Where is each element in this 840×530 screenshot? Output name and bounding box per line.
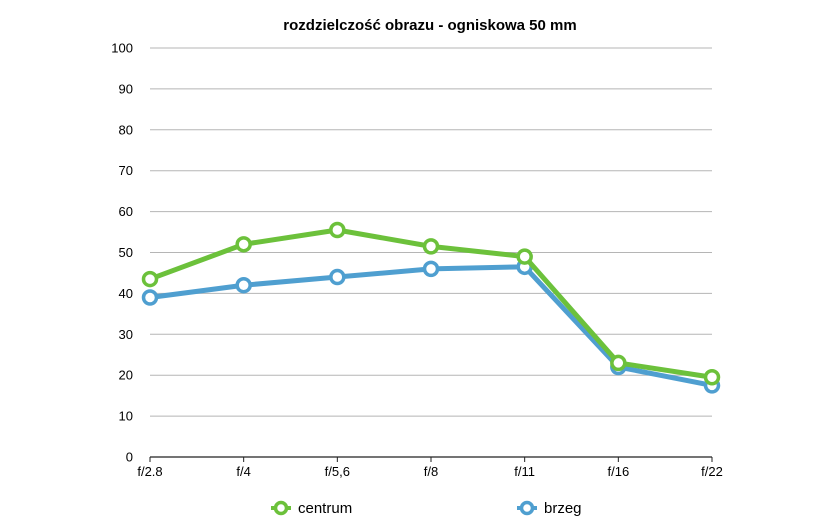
x-tick-label: f/4 (236, 464, 250, 479)
legend-item-brzeg: brzeg (517, 500, 582, 517)
y-tick-label: 40 (119, 286, 133, 301)
legend-marker-centrum (273, 500, 289, 516)
legend-item-centrum: centrum (271, 500, 352, 517)
x-tick-label: f/22 (701, 464, 723, 479)
data-point-centrum (235, 236, 252, 253)
series-brzeg (141, 258, 721, 394)
y-tick-label: 10 (119, 409, 133, 424)
series-line-brzeg (147, 264, 715, 388)
x-tick-label: f/5,6 (325, 464, 350, 479)
x-tick-label: f/8 (424, 464, 438, 479)
legend-marker-brzeg (519, 500, 535, 516)
y-tick-label: 60 (119, 204, 133, 219)
x-tick-label: f/2.8 (137, 464, 162, 479)
data-point-centrum (141, 270, 159, 288)
x-tick-label: f/16 (607, 464, 629, 479)
data-point-centrum (610, 354, 627, 372)
data-point-centrum (516, 248, 533, 265)
data-point-brzeg (141, 289, 159, 306)
x-tick-label: f/11 (514, 464, 535, 479)
data-point-centrum (703, 368, 721, 386)
legend-label-centrum: centrum (298, 500, 352, 517)
data-point-brzeg (329, 268, 346, 286)
y-tick-label: 100 (111, 41, 133, 56)
data-point-brzeg (235, 276, 252, 294)
y-tick-label: 20 (119, 368, 133, 383)
y-tick-label: 70 (119, 163, 133, 178)
y-axis-ticks: 0 10 20 30 40 50 60 70 80 90 100 (111, 41, 133, 465)
chart-title: rozdzielczość obrazu - ogniskowa 50 mm (283, 17, 576, 34)
y-tick-label: 30 (119, 327, 133, 342)
legend: centrum brzeg (271, 500, 582, 517)
y-tick-label: 50 (119, 245, 133, 260)
legend-label-brzeg: brzeg (544, 500, 582, 517)
data-point-centrum (329, 221, 346, 239)
series-centrum (141, 221, 721, 386)
x-axis-ticks: f/2.8 f/4 f/5,6 f/8 f/11 f/16 f/22 (137, 457, 723, 479)
data-point-brzeg (422, 260, 440, 278)
y-tick-label: 90 (119, 81, 133, 96)
y-tick-label: 80 (119, 122, 133, 137)
series-lines (141, 221, 721, 394)
data-point-centrum (422, 238, 440, 255)
y-tick-label: 0 (126, 450, 133, 465)
